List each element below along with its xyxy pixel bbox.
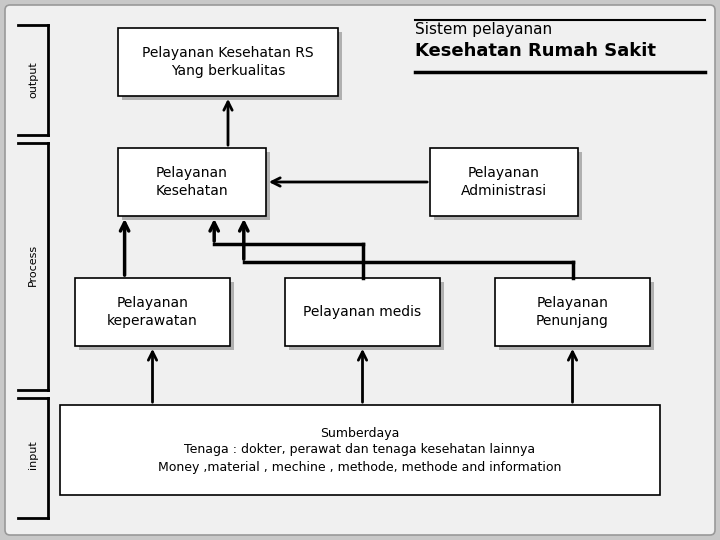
FancyBboxPatch shape xyxy=(499,282,654,350)
Text: Pelayanan Kesehatan RS
Yang berkualitas: Pelayanan Kesehatan RS Yang berkualitas xyxy=(142,46,314,78)
Text: Pelayanan
keperawatan: Pelayanan keperawatan xyxy=(107,296,198,328)
Text: Pelayanan
Kesehatan: Pelayanan Kesehatan xyxy=(156,166,228,198)
FancyBboxPatch shape xyxy=(289,282,444,350)
FancyBboxPatch shape xyxy=(495,278,650,346)
Text: Pelayanan
Administrasi: Pelayanan Administrasi xyxy=(461,166,547,198)
FancyBboxPatch shape xyxy=(430,148,578,216)
FancyBboxPatch shape xyxy=(79,282,234,350)
Text: Pelayanan
Penunjang: Pelayanan Penunjang xyxy=(536,296,609,328)
FancyBboxPatch shape xyxy=(5,5,715,535)
Text: output: output xyxy=(28,62,38,98)
Text: Sistem pelayanan: Sistem pelayanan xyxy=(415,22,552,37)
Text: Kesehatan Rumah Sakit: Kesehatan Rumah Sakit xyxy=(415,42,656,60)
FancyBboxPatch shape xyxy=(118,28,338,96)
FancyBboxPatch shape xyxy=(122,152,270,220)
FancyBboxPatch shape xyxy=(75,278,230,346)
Text: input: input xyxy=(28,441,38,469)
Text: Process: Process xyxy=(28,244,38,286)
FancyBboxPatch shape xyxy=(118,148,266,216)
Text: Pelayanan medis: Pelayanan medis xyxy=(303,305,422,319)
FancyBboxPatch shape xyxy=(434,152,582,220)
FancyBboxPatch shape xyxy=(60,405,660,495)
Text: Sumberdaya
Tenaga : dokter, perawat dan tenaga kesehatan lainnya
Money ,material: Sumberdaya Tenaga : dokter, perawat dan … xyxy=(158,427,562,474)
FancyBboxPatch shape xyxy=(285,278,440,346)
FancyBboxPatch shape xyxy=(122,32,342,100)
